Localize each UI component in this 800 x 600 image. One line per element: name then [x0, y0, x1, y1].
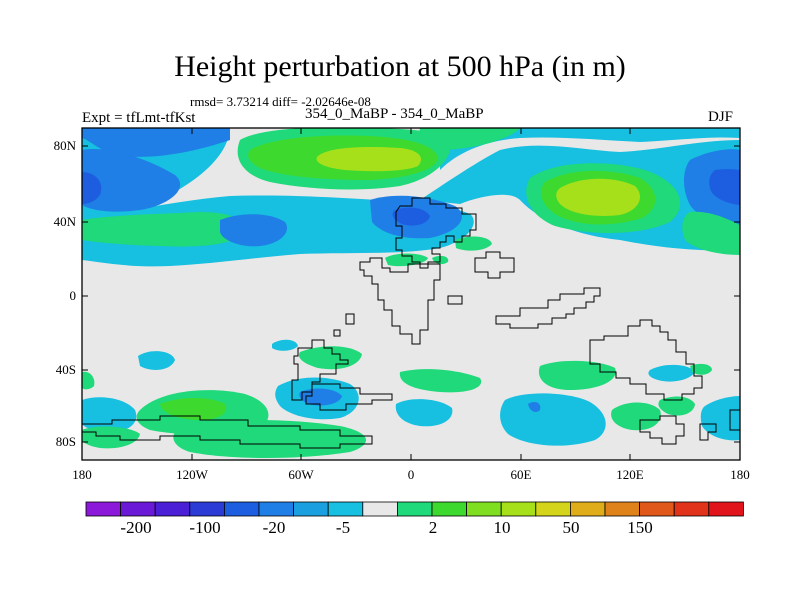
lon-label-180e: 180 — [730, 467, 750, 482]
lat-label-eq: 0 — [69, 288, 77, 303]
colorbar-label: -100 — [189, 518, 221, 537]
colorbar-swatch — [466, 501, 502, 517]
colorbar — [85, 501, 744, 517]
coastlines — [82, 197, 740, 449]
colorbar-swatch — [500, 501, 537, 517]
colorbar-swatch — [673, 501, 710, 517]
colorbar-swatch — [258, 501, 294, 517]
lon-label-60e: 60E — [510, 467, 532, 482]
colorbar-swatch — [293, 501, 329, 517]
colorbar-swatch — [362, 501, 398, 517]
contour-field — [82, 128, 740, 460]
period-label: 354_0_MaBP - 354_0_MaBP — [305, 106, 484, 122]
colorbar-swatch — [223, 501, 260, 517]
colorbar-swatch — [327, 501, 364, 517]
lat-label-40s: 40S — [55, 362, 76, 377]
colorbar-swatch — [708, 501, 744, 517]
colorbar-label: 10 — [493, 518, 511, 537]
rmsd-stats: rmsd= 3.73214 diff= -2.02646e-08 — [190, 94, 371, 109]
season-label: DJF — [708, 109, 734, 125]
lat-label-80s: 80S — [55, 434, 76, 449]
colorbar-swatch — [604, 501, 640, 517]
colorbar-swatch — [639, 501, 675, 517]
plot-title: Height perturbation at 500 hPa (in m) — [174, 50, 626, 83]
lon-label-120e: 120E — [616, 467, 644, 482]
lon-label-180w: 180 — [72, 467, 92, 482]
lon-label-60w: 60W — [288, 467, 314, 482]
colorbar-label: 2 — [428, 518, 438, 537]
colorbar-swatch — [396, 501, 433, 517]
colorbar-swatch — [570, 501, 606, 517]
colorbar-label: -20 — [262, 518, 286, 537]
lon-label-0: 0 — [407, 467, 415, 482]
colorbar-label: -5 — [335, 518, 351, 537]
lon-label-120w: 120W — [176, 467, 208, 482]
lat-label-80n: 80N — [53, 138, 76, 153]
colorbar-label: 50 — [562, 518, 580, 537]
colorbar-swatch — [189, 501, 225, 517]
colorbar-swatch — [85, 501, 121, 517]
colorbar-swatch — [535, 501, 571, 517]
axis-ticks — [81, 128, 741, 460]
colorbar-label: 150 — [627, 518, 653, 537]
colorbar-label: -200 — [120, 518, 152, 537]
lat-label-40n: 40N — [53, 214, 76, 229]
colorbar-swatch — [154, 501, 191, 517]
colorbar-swatch — [431, 501, 467, 517]
colorbar-swatch — [120, 501, 156, 517]
experiment-label: Expt = tfLmt-tfKst — [82, 110, 196, 126]
